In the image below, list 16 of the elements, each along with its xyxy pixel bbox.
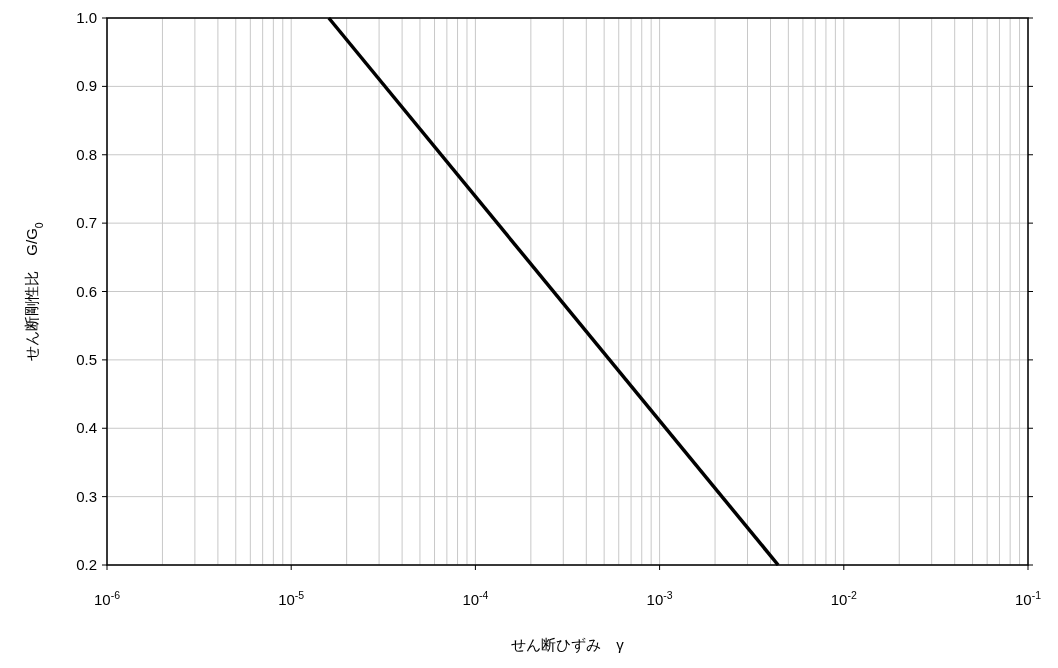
x-tick-label: 10$^{-2}$: [830, 589, 857, 608]
x-tick-label: 10$^{-4}$: [462, 589, 489, 608]
y-tick-label: 0.6: [76, 282, 97, 300]
y-tick-label: 0.5: [76, 350, 97, 368]
y-tick-label: 0.3: [76, 487, 97, 505]
y-tick-label: 0.9: [76, 77, 97, 95]
x-tick-label: 10$^{-1}$: [1014, 589, 1042, 608]
x-tick-label: 10$^{-3}$: [646, 589, 673, 608]
y-tick-label: 0.4: [76, 419, 97, 437]
y-tick-label: 0.7: [76, 214, 97, 232]
x-axis-title: せん断ひずみ γ: [511, 636, 625, 654]
x-tick-label: 10$^{-6}$: [93, 589, 121, 608]
y-tick-label: 0.8: [76, 145, 97, 163]
x-tick-label: 10$^{-5}$: [278, 589, 305, 608]
y-tick-label: 1.0: [76, 9, 97, 26]
y-tick-label: 0.2: [76, 556, 97, 573]
